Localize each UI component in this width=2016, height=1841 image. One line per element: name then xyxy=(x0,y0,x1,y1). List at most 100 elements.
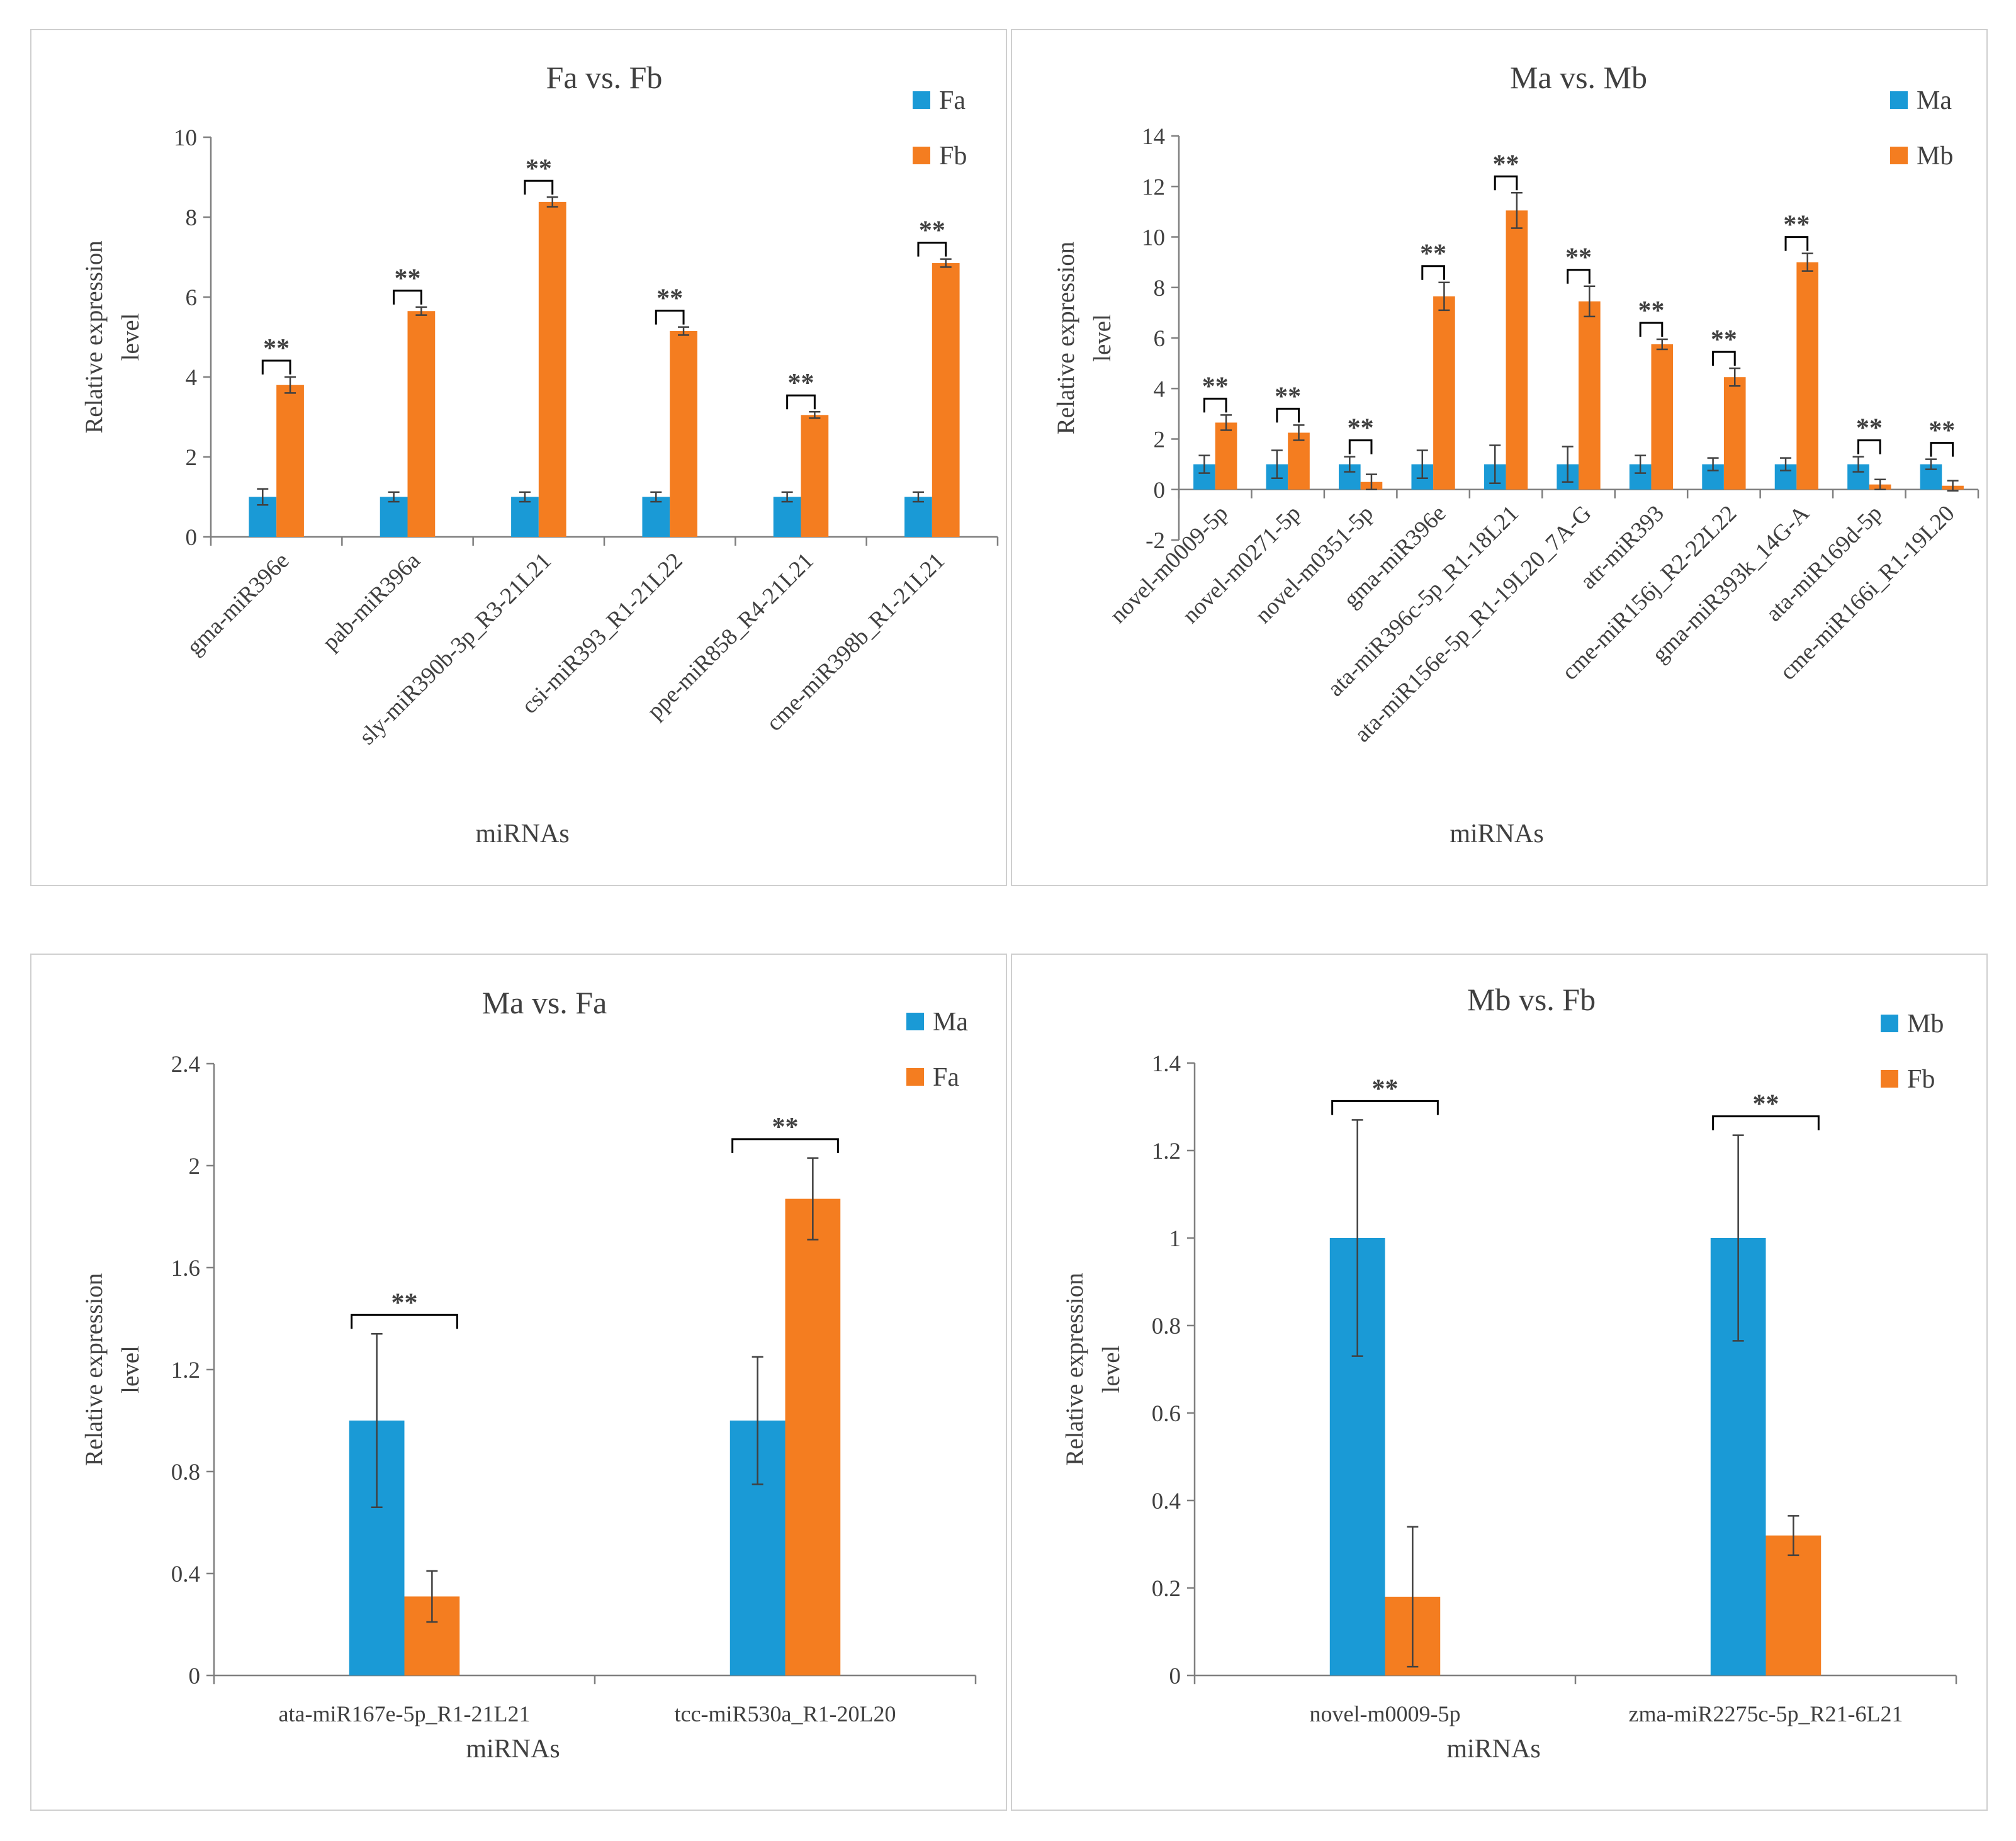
y-axis-label-line2: level xyxy=(117,1346,144,1393)
bar-fb xyxy=(670,330,697,537)
significance-marker: ** xyxy=(1275,382,1301,411)
significance-bracket xyxy=(1203,397,1227,413)
chart-title: Mb vs. Fb xyxy=(1467,982,1596,1017)
x-axis-label: miRNAs xyxy=(1446,1735,1540,1764)
significance-bracket xyxy=(1712,351,1736,366)
legend-swatch-mb xyxy=(1890,147,1908,164)
legend-label-fb: Fb xyxy=(1907,1065,1935,1094)
legend-swatch-mb xyxy=(1881,1015,1898,1032)
y-tick-label: 0 xyxy=(189,1664,201,1689)
y-tick-label: 1.4 xyxy=(1152,1051,1181,1077)
significance-marker: ** xyxy=(772,1113,799,1142)
significance-bracket xyxy=(1567,269,1591,284)
significance-marker: ** xyxy=(919,217,945,245)
significance-bracket xyxy=(1857,439,1881,454)
bar-mb xyxy=(1651,344,1674,490)
significance-bracket xyxy=(655,310,685,325)
bar-fa xyxy=(380,497,408,537)
y-tick-label: 0.2 xyxy=(1152,1576,1181,1602)
chart-panel-ma-vs-mb: Ma vs. Mb Relative expression level -2 0 2 4 6 8… xyxy=(1011,29,1988,886)
y-tick-label: 6 xyxy=(1154,326,1166,352)
x-tick-label: pab-miR396a xyxy=(317,548,425,655)
significance-marker: ** xyxy=(1420,240,1446,269)
y-axis-label-line2: level xyxy=(1098,1345,1125,1393)
bar-fa xyxy=(773,497,801,537)
significance-marker: ** xyxy=(1753,1090,1779,1119)
significance-bracket xyxy=(1348,439,1373,454)
chart-fa-vs-fb: Fa vs. Fb Relative expression level 0 2 4 6 8 10… xyxy=(81,60,999,848)
bar-mb xyxy=(1506,210,1528,490)
significance-marker: ** xyxy=(1711,325,1737,354)
bar-mb xyxy=(1723,377,1746,490)
legend-label-ma: Ma xyxy=(1917,86,1952,115)
legend-swatch-ma xyxy=(906,1013,924,1030)
y-tick-label: 14 xyxy=(1142,124,1165,150)
y-tick-label: 10 xyxy=(1142,225,1165,251)
y-tick-label: 0 xyxy=(1154,478,1166,504)
significance-bracket xyxy=(1712,1115,1820,1130)
bar-mb xyxy=(1215,422,1237,490)
legend-label-fa: Fa xyxy=(939,86,966,115)
legend-label-fa: Fa xyxy=(933,1063,959,1092)
significance-bracket xyxy=(1276,407,1300,423)
bar-fb xyxy=(1765,1535,1822,1675)
significance-marker: ** xyxy=(391,1288,418,1317)
x-tick-label: zma-miR2275c-5p_R21-6L21 xyxy=(1629,1701,1903,1726)
significance-marker: ** xyxy=(1202,372,1229,401)
legend-swatch-fa xyxy=(913,91,930,109)
y-axis-label-line1: Relative expression xyxy=(1061,1273,1088,1466)
significance-marker: ** xyxy=(656,284,683,313)
legend-swatch-fa xyxy=(906,1068,924,1086)
bar-mb xyxy=(1288,432,1310,490)
significance-marker: ** xyxy=(1929,417,1955,446)
y-tick-label: 0.8 xyxy=(171,1460,200,1485)
significance-bracket xyxy=(917,242,947,257)
significance-bracket xyxy=(1930,442,1954,457)
y-tick-label: 8 xyxy=(1154,276,1166,301)
legend-swatch-fb xyxy=(913,147,930,164)
significance-bracket xyxy=(393,290,422,305)
y-tick-label: 2 xyxy=(1154,427,1166,453)
y-tick-label: 0.4 xyxy=(1152,1489,1181,1514)
significance-marker: ** xyxy=(526,154,552,183)
y-tick-label: 0 xyxy=(186,525,198,551)
y-tick-label: 0.4 xyxy=(171,1562,200,1587)
bar-fa xyxy=(511,497,539,537)
bar-mb xyxy=(1579,301,1601,490)
significance-marker: ** xyxy=(1372,1074,1399,1103)
chart-ma-vs-mb: Ma vs. Mb Relative expression level -2 0 2 4 6 8… xyxy=(1052,60,1979,848)
bar-fb xyxy=(801,415,829,537)
bar-fa xyxy=(642,497,670,537)
bar-fb xyxy=(538,201,566,537)
significance-bracket xyxy=(524,179,554,195)
y-axis-label-line1: Relative expression xyxy=(81,240,108,434)
y-axis-label-line1: Relative expression xyxy=(1052,242,1079,435)
y-tick-label: 0.6 xyxy=(1152,1401,1181,1427)
y-tick-label: 4 xyxy=(186,365,198,391)
chart-panel-mb-vs-fb: Mb vs. Fb Relative expression level 0 0.2 0.4… xyxy=(1011,954,1988,1811)
legend-swatch-ma xyxy=(1890,91,1908,109)
significance-bracket xyxy=(351,1314,458,1329)
y-tick-label: 2.4 xyxy=(171,1052,200,1078)
chart-panel-ma-vs-fa: Ma vs. Fa Relative expression level 0 0.4 0.8… xyxy=(30,954,1007,1811)
significance-marker: ** xyxy=(1493,150,1519,179)
y-tick-label: 0.8 xyxy=(1152,1314,1181,1339)
chart-mb-vs-fb: Mb vs. Fb Relative expression level 0 0.2 0.4… xyxy=(1061,982,1957,1764)
chart-ma-vs-fa: Ma vs. Fa Relative expression level 0 0.4 0.8… xyxy=(81,985,977,1764)
y-tick-label: 2 xyxy=(186,445,198,471)
significance-marker: ** xyxy=(1565,244,1592,273)
significance-bracket xyxy=(731,1138,839,1153)
x-tick-label: tcc-miR530a_R1-20L20 xyxy=(675,1701,896,1726)
bar-mb xyxy=(1433,296,1455,490)
significance-bracket xyxy=(786,394,816,410)
y-tick-label: -2 xyxy=(1146,528,1165,554)
y-axis-label-line2: level xyxy=(117,313,144,361)
significance-marker: ** xyxy=(263,334,290,363)
y-tick-label: 6 xyxy=(186,285,198,311)
legend-label-fb: Fb xyxy=(939,142,967,171)
legend-swatch-fb xyxy=(1881,1070,1898,1088)
chart-title: Ma vs. Mb xyxy=(1510,60,1647,95)
bar-mb xyxy=(1796,262,1818,490)
x-axis-label: miRNAs xyxy=(466,1735,560,1764)
chart-title: Ma vs. Fa xyxy=(482,985,607,1020)
